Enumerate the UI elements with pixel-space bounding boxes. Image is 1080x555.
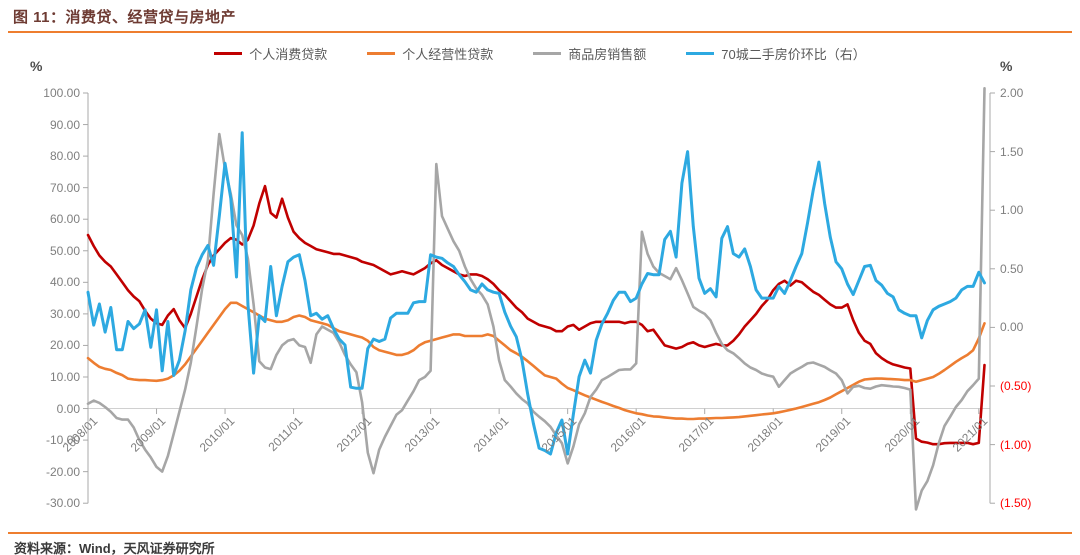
left-axis-tick-label: 90.00	[49, 117, 80, 132]
chart-legend: 个人消费贷款 个人经营性贷款 商品房销售额 70城二手房价环比（右）	[0, 44, 1080, 63]
legend-label: 个人消费贷款	[249, 47, 328, 62]
legend-item-1: 个人经营性贷款	[367, 44, 493, 63]
left-axis-tick-label: 40.00	[49, 275, 80, 290]
legend-swatch-icon	[214, 52, 243, 55]
legend-swatch-icon	[533, 52, 562, 55]
right-axis-tick-label: 1.50	[1000, 144, 1024, 159]
legend-label: 商品房销售额	[568, 47, 647, 62]
source-note: 资料来源：Wind，天风证券研究所	[14, 541, 215, 555]
left-axis-tick-label: 80.00	[49, 149, 80, 164]
title-underline-rule	[8, 31, 1072, 33]
left-axis-tick-label: 70.00	[49, 180, 80, 195]
legend-swatch-icon	[367, 52, 396, 55]
left-axis-unit-label: %	[30, 58, 43, 74]
right-axis-tick-label: (0.50)	[1000, 379, 1032, 393]
x-axis-tick-label: 2012/01	[333, 414, 374, 455]
legend-label: 个人经营性贷款	[402, 47, 494, 62]
right-axis-tick-label: 1.00	[1000, 203, 1024, 218]
right-axis-tick-label: (1.50)	[1000, 496, 1032, 511]
series-line-2	[86, 87, 986, 511]
footer-divider-rule	[8, 532, 1072, 534]
left-axis-tick-label: 30.00	[49, 306, 80, 321]
x-axis-tick-label: 2017/01	[676, 414, 717, 455]
legend-swatch-icon	[686, 52, 715, 55]
x-axis-tick-label: 2009/01	[127, 414, 169, 455]
legend-item-0: 个人消费贷款	[214, 44, 327, 63]
left-axis-tick-label: 20.00	[49, 338, 80, 353]
legend-item-2: 商品房销售额	[533, 44, 646, 63]
x-axis-tick-label: 2018/01	[744, 414, 786, 455]
left-axis-tick-label: 0.00	[56, 401, 80, 416]
right-axis-unit-label: %	[1000, 58, 1013, 74]
series-line-3	[86, 131, 986, 456]
right-axis-tick-label: 0.50	[1000, 261, 1024, 276]
x-axis-tick-label: 2011/01	[265, 414, 306, 454]
left-axis-tick-label: -10.00	[45, 433, 80, 448]
series-line-1	[86, 301, 986, 421]
left-axis-tick-label: -30.00	[45, 496, 80, 511]
legend-label: 70城二手房价环比（右）	[721, 47, 866, 62]
x-axis-tick-label: 2019/01	[813, 414, 854, 455]
legend-item-3: 70城二手房价环比（右）	[686, 44, 866, 63]
right-axis-tick-label: 0.00	[1000, 320, 1024, 335]
x-axis-tick-label: 2021/01	[950, 414, 991, 455]
x-axis-tick-label: 2015/01	[538, 414, 580, 455]
right-axis-tick-label: (1.00)	[1000, 437, 1032, 452]
left-axis-tick-label: 60.00	[49, 212, 80, 227]
left-axis-tick-label: 50.00	[49, 243, 80, 258]
left-axis-tick-label: 100.00	[43, 86, 80, 100]
x-axis-tick-label: 2016/01	[607, 414, 649, 455]
right-axis-tick-label: 2.00	[1000, 86, 1024, 100]
x-axis-tick-label: 2020/01	[881, 414, 923, 455]
x-axis-tick-label: 2014/01	[470, 414, 512, 455]
x-axis-tick-label: 2013/01	[401, 414, 443, 455]
x-axis-tick-label: 2010/01	[196, 414, 237, 455]
series-line-0	[86, 184, 986, 446]
figure-title: 图 11：消费贷、经营贷与房地产	[13, 9, 237, 26]
left-axis-tick-label: -20.00	[45, 464, 80, 479]
left-axis-tick-label: 10.00	[49, 369, 80, 384]
